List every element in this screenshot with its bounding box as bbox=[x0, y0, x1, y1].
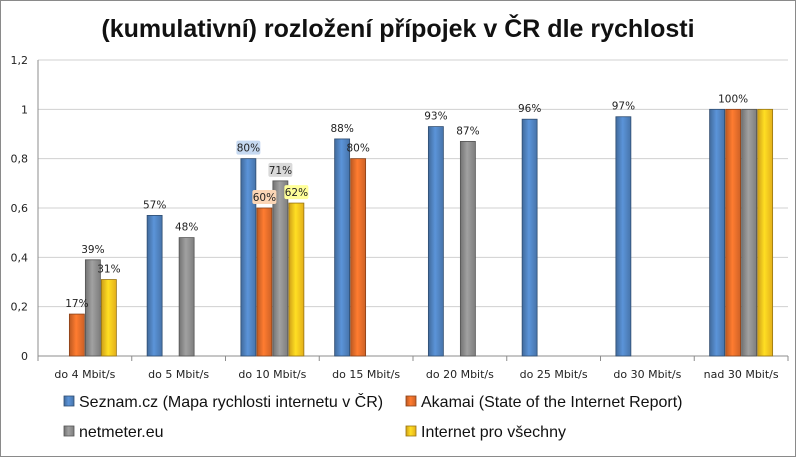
bar bbox=[459, 140, 476, 357]
y-tick-label: 0,6 bbox=[11, 202, 29, 215]
bar bbox=[84, 259, 101, 357]
legend-swatch bbox=[405, 395, 417, 407]
legend-label: Internet pro všechny bbox=[421, 424, 566, 441]
data-label: 96% bbox=[518, 103, 541, 115]
data-label-highlight bbox=[284, 185, 309, 200]
data-label: 62% bbox=[285, 187, 308, 199]
data-label: 71% bbox=[269, 165, 292, 177]
bar bbox=[272, 180, 289, 357]
y-axis-ticks: 0 0,2 0,4 0,6 0,8 1 1,2 bbox=[11, 54, 29, 363]
legend-label: Akamai (State of the Internet Report) bbox=[421, 394, 682, 411]
x-category-label: nad 30 Mbit/s bbox=[704, 368, 779, 381]
bar bbox=[334, 138, 351, 357]
bar bbox=[741, 108, 758, 357]
data-label: 60% bbox=[253, 192, 276, 204]
bar bbox=[68, 313, 85, 357]
data-label: 57% bbox=[143, 199, 166, 211]
bar bbox=[240, 158, 257, 357]
bar bbox=[288, 202, 305, 357]
y-tick-label: 1 bbox=[21, 103, 28, 116]
bar bbox=[100, 279, 117, 357]
legend-swatch bbox=[405, 425, 417, 437]
x-axis-categories: do 4 Mbit/s do 5 Mbit/s do 10 Mbit/s do 15 … bbox=[37, 356, 789, 381]
legend-label: netmeter.eu bbox=[79, 424, 164, 441]
bar bbox=[146, 214, 163, 357]
bars bbox=[68, 108, 774, 357]
data-label-highlight bbox=[236, 140, 261, 155]
legend-label: Seznam.cz (Mapa rychlosti internetu v ČR… bbox=[79, 392, 383, 411]
data-label: 88% bbox=[330, 123, 353, 135]
data-label-highlight bbox=[252, 190, 277, 204]
data-label-highlight bbox=[268, 162, 293, 177]
data-label: 100% bbox=[718, 93, 748, 105]
data-label: 31% bbox=[97, 264, 120, 276]
data-label: 87% bbox=[456, 125, 479, 137]
data-label: 39% bbox=[81, 244, 104, 256]
data-label: 48% bbox=[175, 222, 198, 234]
bar bbox=[256, 207, 273, 357]
bar bbox=[757, 108, 774, 357]
x-category-label: do 10 Mbit/s bbox=[238, 368, 306, 381]
bar bbox=[725, 108, 742, 357]
data-label: 97% bbox=[612, 101, 635, 113]
y-tick-label: 1,2 bbox=[11, 54, 29, 67]
bar bbox=[350, 158, 367, 357]
legend-swatch bbox=[63, 425, 75, 437]
bar bbox=[615, 116, 632, 357]
data-label: 93% bbox=[424, 111, 447, 123]
y-tick-label: 0,2 bbox=[11, 301, 29, 314]
x-category-label: do 4 Mbit/s bbox=[54, 368, 115, 381]
x-category-label: do 15 Mbit/s bbox=[332, 368, 400, 381]
legend-swatch bbox=[63, 395, 75, 407]
y-tick-label: 0,8 bbox=[11, 153, 29, 166]
bar bbox=[709, 108, 726, 357]
x-category-label: do 5 Mbit/s bbox=[148, 368, 209, 381]
data-label: 80% bbox=[237, 143, 260, 155]
bar bbox=[427, 126, 444, 357]
data-label: 80% bbox=[346, 143, 369, 155]
x-category-label: do 25 Mbit/s bbox=[520, 368, 588, 381]
x-category-label: do 30 Mbit/s bbox=[613, 368, 681, 381]
y-tick-label: 0,4 bbox=[11, 251, 29, 264]
data-label: 17% bbox=[65, 298, 88, 310]
x-category-label: do 20 Mbit/s bbox=[426, 368, 494, 381]
chart-title: (kumulativní) rozložení přípojek v ČR dl… bbox=[101, 13, 694, 43]
bar bbox=[521, 118, 538, 357]
y-tick-label: 0 bbox=[21, 350, 28, 363]
data-labels: 17% 39% 31% 57% 48% 80% 60% 71% 62% 88% 80% 93% 87% 9… bbox=[65, 93, 748, 310]
bar bbox=[178, 237, 195, 357]
legend: Seznam.cz (Mapa rychlosti internetu v ČR… bbox=[63, 392, 682, 441]
